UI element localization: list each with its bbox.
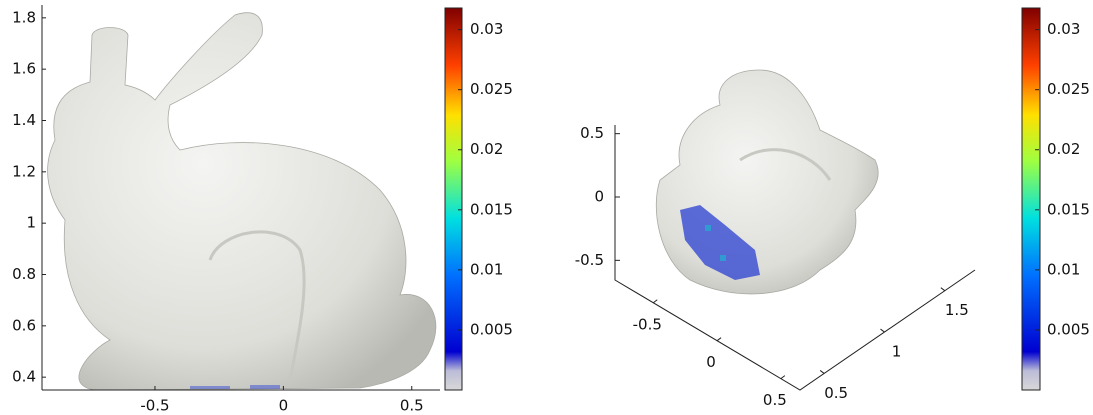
colorbar-tick-label: 0.015 <box>470 200 513 218</box>
colorbar-tick-label: 0.015 <box>1047 200 1090 218</box>
y-tick <box>880 329 884 332</box>
y-tick-label: 0.6 <box>12 316 36 334</box>
y-tick-label: 1.6 <box>12 60 36 78</box>
y-tick-label: 0.8 <box>12 265 36 283</box>
colorbar <box>445 8 462 390</box>
x-tick-label: 0 <box>279 397 289 415</box>
colorbar-tick-label: 0.03 <box>470 20 503 38</box>
z-tick-label: 0.5 <box>580 124 604 142</box>
colorbar <box>1022 8 1040 390</box>
y-tick-label: 1.2 <box>12 162 36 180</box>
y-tick-label: 1 <box>892 343 902 361</box>
y-tick <box>941 288 945 291</box>
x-tick-label: 0 <box>706 353 716 371</box>
y-tick-label: 0.5 <box>824 384 848 402</box>
x-tick-label: -0.5 <box>633 315 662 333</box>
bunny-3d-view <box>656 70 878 294</box>
colorbar-tick-label: 0.025 <box>1047 80 1090 98</box>
z-tick-label: 0 <box>594 188 604 206</box>
x-tick-label: 0.5 <box>400 397 424 415</box>
y-tick-label: 0.4 <box>12 368 36 386</box>
colorbar-tick-label: 0.02 <box>470 140 503 158</box>
colorbar-tick-label: 0.005 <box>1047 320 1090 338</box>
figure: -0.5 0 0.5 0.4 0.6 0.8 1 1.2 1.4 1.6 1.8 0.005 0.01 0… <box>0 0 1093 415</box>
colorbar-tick-label: 0.01 <box>470 260 503 278</box>
y-tick-label: 1.8 <box>12 8 36 26</box>
colorbar-tick-label: 0.03 <box>1047 20 1080 38</box>
x-tick <box>653 300 657 303</box>
x-tick <box>781 376 785 379</box>
y-tick <box>820 370 824 373</box>
x-tick <box>717 338 721 341</box>
colorbar-tick-label: 0.025 <box>470 80 513 98</box>
colorbar-tick-label: 0.01 <box>1047 260 1080 278</box>
colorbar-tick-label: 0.005 <box>470 320 513 338</box>
y-tick-label: 1.4 <box>12 111 36 129</box>
x-tick-label: 0.5 <box>763 391 787 409</box>
x-tick-label: -0.5 <box>140 397 169 415</box>
y-tick-label: 1.5 <box>945 301 969 319</box>
z-tick-label: -0.5 <box>575 251 604 269</box>
bunny-side-view <box>48 13 436 390</box>
colorbar-tick-label: 0.02 <box>1047 140 1080 158</box>
y-tick-label: 1 <box>26 214 36 232</box>
